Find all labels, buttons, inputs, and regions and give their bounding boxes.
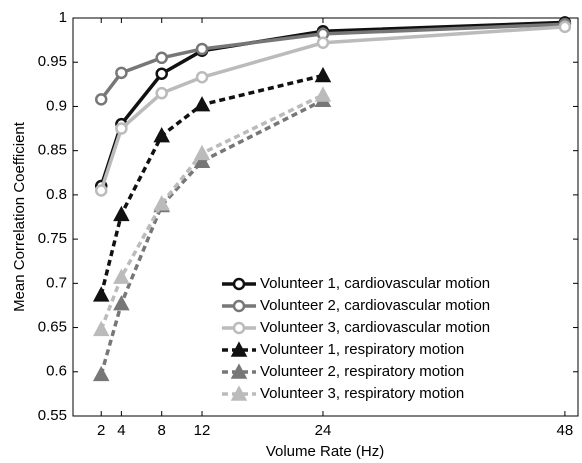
point: [113, 268, 130, 284]
y-tick-label: 0.95: [38, 53, 67, 70]
point: [193, 96, 211, 112]
y-tick-label: 0.9: [46, 97, 67, 114]
y-tick-label: 0.75: [38, 230, 67, 247]
legend-marker: [232, 277, 246, 291]
legend-marker: [232, 299, 246, 313]
legend-label: Volunteer 1, respiratory motion: [260, 341, 464, 358]
point: [153, 195, 170, 211]
point: [113, 205, 130, 222]
series-line: [99, 25, 566, 192]
point: [115, 122, 128, 135]
point: [94, 93, 108, 106]
x-tick-label: 24: [315, 422, 332, 439]
plot-frame: [72, 17, 579, 417]
point: [94, 184, 108, 197]
point: [558, 20, 572, 34]
point: [195, 42, 209, 56]
legend-label: Volunteer 1, cardiovascular motion: [260, 275, 490, 292]
y-tick-label: 0.7: [46, 274, 67, 291]
point: [193, 144, 211, 161]
y-tick-label: 0.65: [38, 319, 67, 336]
x-tick-label: 48: [557, 422, 574, 439]
point: [92, 320, 110, 337]
y-tick-label: 0.8: [46, 186, 67, 203]
x-tick-label: 8: [158, 422, 166, 439]
legend-marker: [230, 385, 248, 401]
series-line: [99, 98, 324, 375]
point: [92, 286, 110, 302]
point: [316, 36, 330, 50]
point: [193, 152, 211, 169]
legend-marker: [232, 321, 246, 335]
y-axis-label: Mean Correlation Coefficient: [11, 121, 28, 312]
point: [314, 66, 332, 83]
y-tick-label: 0.55: [38, 407, 67, 424]
legend-label: Volunteer 3, cardiovascular motion: [260, 319, 490, 336]
x-axis-label: Volume Rate (Hz): [266, 443, 384, 460]
point: [195, 71, 209, 84]
x-tick-label: 2: [97, 422, 105, 439]
y-tick-label: 0.6: [46, 363, 67, 380]
point: [153, 127, 170, 143]
point: [115, 66, 128, 80]
point: [155, 51, 168, 65]
y-tick-label: 0.85: [38, 142, 67, 159]
x-tick-label: 12: [194, 422, 211, 439]
point: [155, 67, 168, 80]
point: [314, 86, 332, 102]
point: [155, 86, 168, 100]
legend-label: Volunteer 2, respiratory motion: [260, 363, 464, 380]
legend-label: Volunteer 3, respiratory motion: [260, 385, 464, 402]
point: [113, 295, 130, 311]
legend-label: Volunteer 2, cardiovascular motion: [260, 297, 490, 314]
legend-marker: [230, 363, 248, 379]
legend-marker: [230, 341, 248, 357]
y-tick-label: 1: [59, 9, 67, 26]
x-tick-label: 4: [117, 422, 125, 439]
point: [92, 365, 110, 382]
